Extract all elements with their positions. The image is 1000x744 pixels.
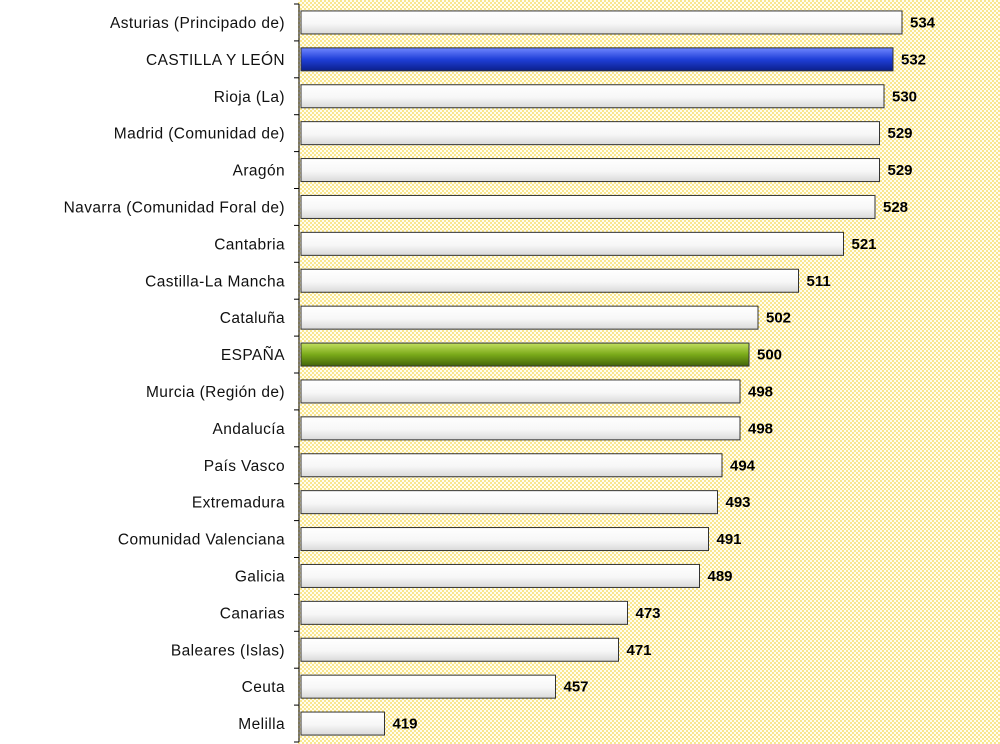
bar — [300, 453, 723, 478]
bar — [300, 637, 619, 662]
value-label: 502 — [766, 310, 791, 327]
bar — [300, 121, 880, 146]
bar — [300, 84, 885, 109]
category-label: Extremadura — [192, 495, 285, 512]
bar — [300, 231, 844, 256]
category-label: Navarra (Comunidad Foral de) — [64, 199, 285, 216]
bar — [300, 563, 700, 588]
category-label: Cantabria — [214, 236, 285, 253]
category-label: Rioja (La) — [214, 89, 285, 106]
value-label: 493 — [726, 494, 751, 511]
value-label: 419 — [393, 716, 418, 733]
category-label: Aragón — [233, 163, 285, 180]
bar — [300, 305, 759, 330]
category-label: Ceuta — [242, 679, 285, 696]
value-label: 528 — [883, 199, 908, 216]
category-label: Castilla-La Mancha — [145, 273, 285, 290]
bar — [300, 10, 903, 35]
bar — [300, 711, 385, 736]
bar — [300, 600, 628, 625]
axis-ticks — [294, 3, 299, 743]
category-label: Asturias (Principado de) — [110, 15, 285, 32]
bar — [300, 158, 880, 183]
bar — [300, 416, 741, 441]
value-label: 534 — [910, 14, 936, 31]
category-labels: Asturias (Principado de) CASTILLA Y LEÓN R… — [64, 15, 285, 733]
category-label: ESPAÑA — [221, 347, 285, 364]
value-label: 529 — [888, 162, 913, 179]
value-label: 494 — [730, 457, 756, 474]
value-label: 521 — [852, 236, 877, 253]
bar — [300, 379, 741, 404]
bar — [300, 47, 894, 72]
category-label: Canarias — [220, 605, 285, 622]
category-label: País Vasco — [204, 458, 285, 475]
bar — [300, 527, 709, 552]
value-label: 457 — [564, 679, 589, 696]
value-label: 489 — [708, 568, 733, 585]
category-label: Cataluña — [220, 310, 285, 327]
bar — [300, 490, 718, 515]
value-label: 529 — [888, 125, 913, 142]
value-label: 511 — [807, 273, 831, 290]
value-label: 498 — [748, 420, 773, 437]
category-label: Comunidad Valenciana — [118, 532, 285, 549]
category-label: Andalucía — [212, 421, 285, 438]
bar — [300, 342, 750, 367]
value-label: 532 — [901, 51, 926, 68]
bar — [300, 194, 876, 219]
category-label: Baleares (Islas) — [171, 642, 285, 659]
category-label: Murcia (Región de) — [146, 384, 285, 401]
bar — [300, 268, 799, 293]
category-label: Galicia — [235, 568, 285, 585]
value-label: 491 — [717, 531, 742, 548]
plot-area — [298, 0, 1000, 744]
category-label: Melilla — [238, 716, 285, 733]
value-label: 498 — [748, 383, 773, 400]
value-label: 473 — [636, 605, 661, 622]
bars — [300, 10, 903, 736]
category-label: Madrid (Comunidad de) — [114, 126, 285, 143]
category-label: CASTILLA Y LEÓN — [146, 52, 285, 69]
value-label: 500 — [757, 347, 782, 364]
value-label: 471 — [627, 642, 652, 659]
value-labels: 534 532 530 529 529 528 521 511 502 500 498 498 494 4… — [393, 14, 936, 732]
bar — [300, 674, 556, 699]
value-label: 530 — [892, 88, 917, 105]
